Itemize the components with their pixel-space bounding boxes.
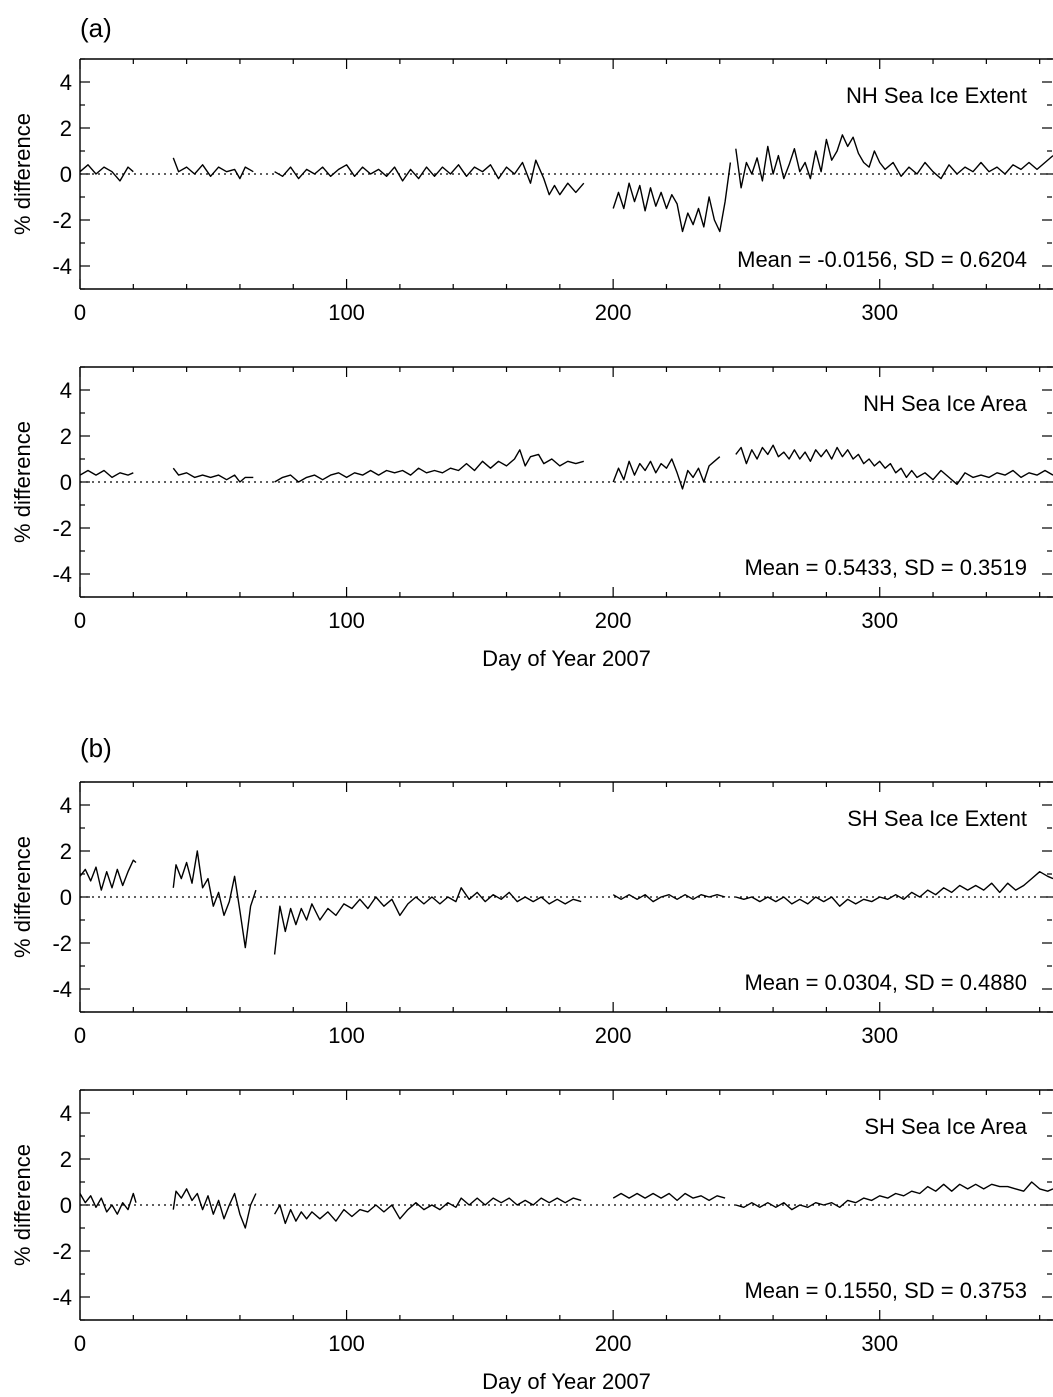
x-axis-label: Day of Year 2007	[482, 1369, 651, 1394]
data-line-segment	[735, 134, 1053, 189]
data-line-segment	[612, 456, 721, 490]
data-line-segment	[79, 164, 134, 182]
x-tick-label: 300	[861, 300, 898, 325]
chart-panel-3: 0 100 200 300 -4 -2 0 2 4 % difference SH Sea Ice …	[10, 781, 1053, 1048]
y-tick-label: 0	[60, 885, 72, 910]
y-tick-label: -2	[52, 516, 72, 541]
y-axis-label: % difference	[10, 421, 35, 543]
y-tick-label: 2	[60, 424, 72, 449]
y-tick-label: -4	[52, 1285, 72, 1310]
x-tick-label: 200	[595, 608, 632, 633]
x-tick-label: 0	[74, 608, 86, 633]
y-tick-label: 4	[60, 378, 72, 403]
y-tick-label: 4	[60, 1101, 72, 1126]
series-label: SH Sea Ice Extent	[847, 806, 1027, 831]
x-tick-label: 0	[74, 1023, 86, 1048]
data-line-segment	[274, 449, 584, 483]
data-line-segment	[273, 887, 582, 955]
data-line-segment	[172, 157, 254, 180]
chart-panel-1: 0 100 200 300 -4 -2 0 2 4 % difference NH Sea Ice …	[10, 58, 1053, 325]
y-tick-label: -4	[52, 562, 72, 587]
x-tick-label: 0	[74, 1331, 86, 1356]
data-line-segment	[273, 1197, 582, 1225]
x-tick-label: 200	[595, 300, 632, 325]
y-tick-label: 0	[60, 162, 72, 187]
x-tick-label: 300	[861, 608, 898, 633]
x-tick-label: 300	[861, 1331, 898, 1356]
x-tick-label: 300	[861, 1023, 898, 1048]
y-tick-label: 4	[60, 70, 72, 95]
data-line-segment	[735, 444, 1053, 485]
y-axis-label: % difference	[10, 113, 35, 235]
x-tick-label: 0	[74, 300, 86, 325]
y-tick-label: 2	[60, 1147, 72, 1172]
data-line-segment	[172, 1188, 257, 1229]
series-label: NH Sea Ice Extent	[846, 83, 1027, 108]
y-tick-label: -4	[52, 254, 72, 279]
chart-panel-2: 0 100 200 300 -4 -2 0 2 4 % difference Day of Year…	[10, 366, 1053, 671]
y-axis-label: % difference	[10, 836, 35, 958]
data-line-segment	[172, 467, 254, 483]
y-tick-label: 0	[60, 470, 72, 495]
data-line-segment	[274, 159, 585, 196]
x-tick-label: 100	[328, 608, 365, 633]
y-tick-label: 0	[60, 1193, 72, 1218]
stats-label: Mean = 0.5433, SD = 0.3519	[744, 555, 1027, 580]
data-line-segment	[612, 162, 732, 233]
series-label: NH Sea Ice Area	[863, 391, 1028, 416]
stats-label: Mean = 0.1550, SD = 0.3753	[744, 1278, 1027, 1303]
x-axis-label: Day of Year 2007	[482, 646, 651, 671]
data-line-segment	[735, 871, 1053, 907]
data-line-segment	[172, 850, 257, 949]
data-line-segment	[79, 1192, 137, 1215]
y-tick-label: -2	[52, 931, 72, 956]
x-tick-label: 100	[328, 300, 365, 325]
data-line-segment	[735, 1181, 1053, 1211]
x-tick-label: 200	[595, 1331, 632, 1356]
x-tick-label: 200	[595, 1023, 632, 1048]
y-tick-label: 2	[60, 839, 72, 864]
stats-label: Mean = 0.0304, SD = 0.4880	[744, 970, 1027, 995]
stats-label: Mean = -0.0156, SD = 0.6204	[737, 247, 1027, 272]
data-line-segment	[612, 894, 726, 903]
y-tick-label: 4	[60, 793, 72, 818]
x-tick-label: 100	[328, 1331, 365, 1356]
panel-label-a: (a)	[80, 13, 112, 43]
y-axis-label: % difference	[10, 1144, 35, 1266]
panel-label-b: (b)	[80, 733, 112, 763]
data-line-segment	[79, 859, 137, 891]
x-tick-label: 100	[328, 1023, 365, 1048]
y-tick-label: -2	[52, 208, 72, 233]
series-label: SH Sea Ice Area	[864, 1114, 1027, 1139]
data-line-segment	[79, 469, 134, 479]
chart-panel-4: 0 100 200 300 -4 -2 0 2 4 % difference Day of Year…	[10, 1089, 1053, 1394]
y-tick-label: -4	[52, 977, 72, 1002]
data-line-segment	[612, 1192, 726, 1202]
y-tick-label: -2	[52, 1239, 72, 1264]
y-tick-label: 2	[60, 116, 72, 141]
